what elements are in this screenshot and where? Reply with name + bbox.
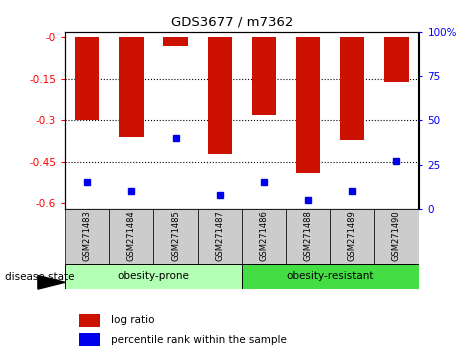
Bar <box>242 264 418 289</box>
Bar <box>296 38 320 173</box>
Bar <box>374 209 419 264</box>
Bar <box>119 38 144 137</box>
Text: GSM271485: GSM271485 <box>171 210 180 261</box>
Bar <box>242 209 286 264</box>
Bar <box>153 209 198 264</box>
Text: GSM271490: GSM271490 <box>392 210 401 261</box>
Text: GSM271484: GSM271484 <box>127 210 136 261</box>
Bar <box>65 209 109 264</box>
Bar <box>207 38 232 154</box>
Bar <box>79 314 100 327</box>
Bar <box>330 209 374 264</box>
Text: log ratio: log ratio <box>111 315 154 325</box>
Text: disease state: disease state <box>5 272 74 282</box>
Text: percentile rank within the sample: percentile rank within the sample <box>111 335 287 345</box>
Bar <box>198 209 242 264</box>
Text: GSM271488: GSM271488 <box>304 210 312 261</box>
Text: GSM271486: GSM271486 <box>259 210 268 261</box>
Bar <box>65 264 242 289</box>
Bar <box>252 38 276 115</box>
Bar <box>340 38 365 140</box>
Bar <box>163 38 188 46</box>
Text: obesity-prone: obesity-prone <box>118 271 189 281</box>
Text: GSM271489: GSM271489 <box>348 210 357 261</box>
Bar <box>75 38 100 120</box>
Text: GSM271487: GSM271487 <box>215 210 224 261</box>
Bar <box>109 209 153 264</box>
Polygon shape <box>38 275 65 289</box>
Bar <box>286 209 330 264</box>
Bar <box>384 38 409 82</box>
Text: GSM271483: GSM271483 <box>83 210 92 261</box>
Text: GDS3677 / m7362: GDS3677 / m7362 <box>171 16 294 29</box>
Bar <box>79 333 100 346</box>
Text: obesity-resistant: obesity-resistant <box>286 271 374 281</box>
